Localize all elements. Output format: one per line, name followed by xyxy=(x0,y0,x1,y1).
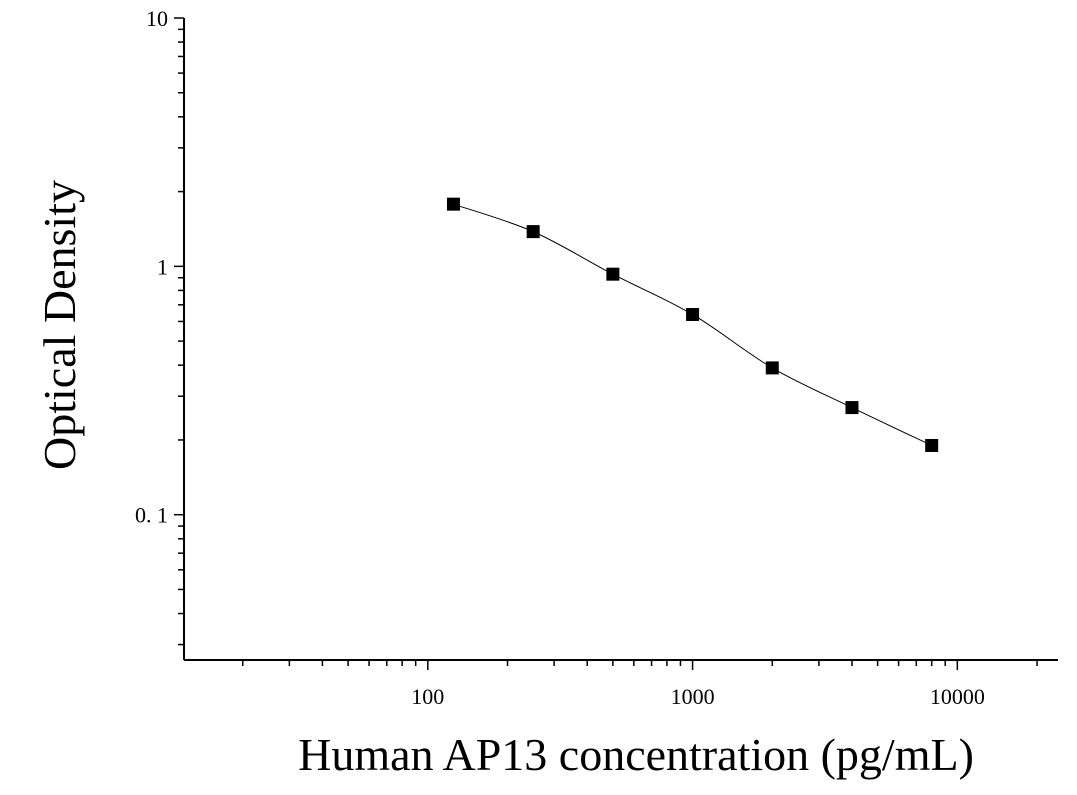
data-point xyxy=(606,267,620,281)
ticks: 100 1000 10000 0. 1 1 10 xyxy=(135,6,1038,709)
data-point xyxy=(765,361,779,375)
data-points-layer xyxy=(446,197,939,452)
x-axis-title: Human AP13 concentration (pg/mL) xyxy=(298,729,974,780)
y-tick-label: 1 xyxy=(157,254,168,279)
x-tick-label: 10000 xyxy=(930,684,985,709)
data-point xyxy=(686,307,700,321)
data-point xyxy=(526,225,540,239)
axes xyxy=(183,18,1058,661)
x-tick-label: 100 xyxy=(411,684,444,709)
x-tick-label: 1000 xyxy=(671,684,715,709)
data-point xyxy=(446,197,460,211)
y-tick-label: 0. 1 xyxy=(135,503,168,528)
data-point xyxy=(845,401,859,415)
fit-curve-layer xyxy=(453,203,932,446)
y-axis-title: Optical Density xyxy=(34,180,85,470)
y-tick-label: 10 xyxy=(146,6,168,31)
fit-curve xyxy=(453,203,932,446)
data-point xyxy=(925,438,939,452)
